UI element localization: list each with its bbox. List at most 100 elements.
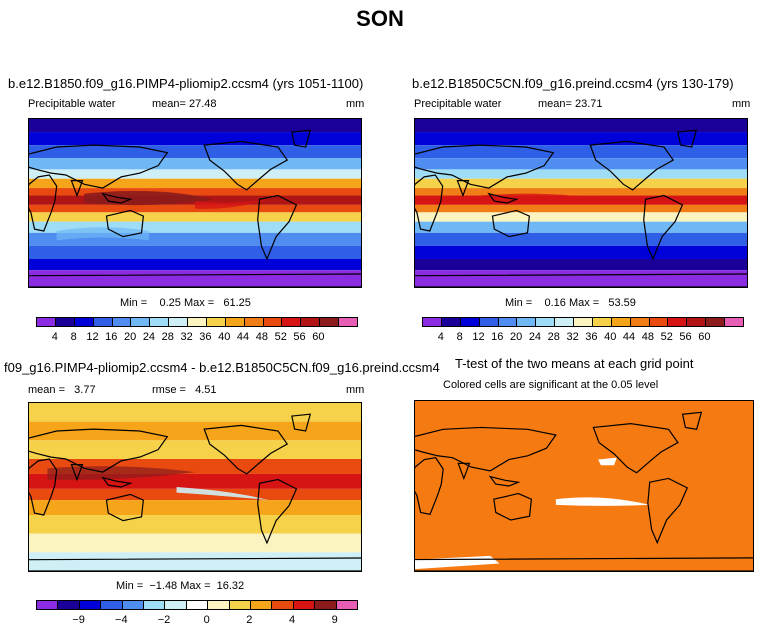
colorbar-swatch <box>122 601 145 609</box>
panel3-units: mm <box>346 384 365 396</box>
colorbar-tick-label: 16 <box>491 331 504 343</box>
colorbar-swatch <box>592 318 612 326</box>
colorbar-swatch <box>101 601 123 609</box>
panel1-max-value: 61.25 <box>223 297 251 309</box>
colorbar-tick-label: 20 <box>509 331 523 343</box>
colorbar-swatch <box>574 318 593 326</box>
colorbar-swatch <box>79 601 102 609</box>
panel4-title: T-test of the two means at each grid poi… <box>455 356 694 371</box>
colorbar-tick-label: 52 <box>274 331 287 343</box>
colorbar-swatch <box>229 601 252 609</box>
panel3-mean-label: mean = <box>28 384 65 396</box>
colorbar-swatch <box>687 318 707 326</box>
colorbar-swatch <box>282 318 302 326</box>
colorbar-tick-label: 60 <box>698 331 711 343</box>
colorbar-swatch <box>441 318 461 326</box>
colorbar-tick-label: 56 <box>293 331 306 343</box>
colorbar-swatch <box>263 318 283 326</box>
colorbar-tick-label: 20 <box>123 331 137 343</box>
colorbar-swatch <box>611 318 631 326</box>
panel2-mean-label: mean= <box>538 98 572 110</box>
colorbar-swatch <box>555 318 574 326</box>
colorbar-tick-label: 44 <box>622 331 636 343</box>
colorbar-swatch <box>186 601 209 609</box>
colorbar-tick-label: 56 <box>679 331 692 343</box>
colorbar-tick-label: 9 <box>331 614 338 626</box>
colorbar-swatch <box>649 318 669 326</box>
colorbar-tick-label: 2 <box>246 614 253 626</box>
season-title: SON <box>356 6 404 31</box>
panel2-max-label: Max = <box>568 297 600 309</box>
colorbar-swatch <box>37 318 56 326</box>
panel1-mean-value: 27.48 <box>189 98 217 110</box>
colorbar-tick-label: 44 <box>236 331 250 343</box>
colorbar-swatch <box>336 601 358 609</box>
panel2-variable: Precipitable water <box>414 98 502 110</box>
colorbar-tick-label: 4 <box>437 331 444 343</box>
colorbar-tick-label: 4 <box>288 614 296 626</box>
colorbar-swatch <box>498 318 518 326</box>
colorbar-tick-label: 52 <box>660 331 673 343</box>
colorbar-swatch <box>517 318 537 326</box>
colorbar-tick-label: 12 <box>86 331 99 343</box>
panel4-map <box>414 400 754 572</box>
panel1-units: mm <box>346 98 365 110</box>
colorbar-swatch <box>536 318 556 326</box>
colorbar-tick-label: 12 <box>472 331 485 343</box>
panel2-colorbar <box>422 317 744 327</box>
colorbar-tick-label: 36 <box>585 331 598 343</box>
colorbar-swatch <box>339 318 357 326</box>
panel1-max-label: Max = <box>183 297 215 309</box>
colorbar-tick-label: 24 <box>528 331 542 343</box>
panel2-min-value: 0.16 <box>544 297 566 309</box>
colorbar-tick-label: 36 <box>199 331 212 343</box>
panel3-map <box>28 402 362 572</box>
colorbar-tick-label: 8 <box>70 331 77 343</box>
panel1-mean-label: mean= <box>152 98 186 110</box>
colorbar-tick-label: −2 <box>157 614 171 626</box>
colorbar-tick-label: 40 <box>218 331 231 343</box>
panel1-colorbar <box>36 317 358 327</box>
panel3-max-value: 16.32 <box>216 580 245 592</box>
colorbar-tick-label: 40 <box>604 331 617 343</box>
colorbar-tick-label: 28 <box>161 331 174 343</box>
colorbar-swatch <box>225 318 245 326</box>
colorbar-swatch <box>630 318 650 326</box>
colorbar-swatch <box>320 318 339 326</box>
colorbar-swatch <box>315 601 337 609</box>
panel2-units: mm <box>732 98 751 110</box>
colorbar-tick-label: 48 <box>255 331 268 343</box>
panel2-mean-value: 23.71 <box>575 98 603 110</box>
colorbar-swatch <box>37 601 59 609</box>
colorbar-swatch <box>460 318 480 326</box>
colorbar-tick-label: 16 <box>105 331 118 343</box>
panel1-variable: Precipitable water <box>28 98 116 110</box>
panel3-rmse-value: 4.51 <box>195 384 217 396</box>
panel2-min-label: Min = <box>505 297 533 309</box>
colorbar-swatch <box>272 601 294 609</box>
colorbar-swatch <box>165 601 187 609</box>
colorbar-tick-label: 4 <box>51 331 58 343</box>
colorbar-swatch <box>169 318 188 326</box>
panel1-map <box>28 118 362 288</box>
panel2-map <box>414 118 748 288</box>
colorbar-swatch <box>293 601 316 609</box>
colorbar-swatch <box>144 601 166 609</box>
panel3-mean-value: 3.77 <box>74 384 96 396</box>
colorbar-swatch <box>479 318 499 326</box>
colorbar-swatch <box>74 318 94 326</box>
colorbar-swatch <box>725 318 743 326</box>
panel3-min-label: Min = <box>116 580 144 592</box>
colorbar-swatch <box>301 318 321 326</box>
panel1-min-label: Min = <box>120 297 148 309</box>
panel1-title: b.e12.B1850.f09_g16.PIMP4-pliomip2.ccsm4… <box>8 76 364 91</box>
colorbar-tick-label: −4 <box>115 614 128 626</box>
colorbar-tick-label: 24 <box>142 331 156 343</box>
panel3-colorbar <box>36 600 358 610</box>
panel3-min-value: −1.48 <box>149 580 178 592</box>
colorbar-tick-label: −9 <box>72 614 85 626</box>
colorbar-swatch <box>244 318 264 326</box>
colorbar-swatch <box>423 318 442 326</box>
colorbar-swatch <box>55 318 75 326</box>
colorbar-swatch <box>112 318 132 326</box>
